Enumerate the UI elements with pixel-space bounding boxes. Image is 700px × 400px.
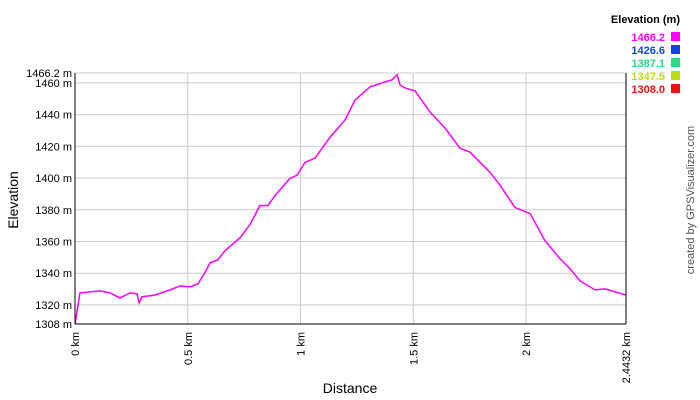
legend-label: 1387.1 [631,58,665,70]
y-tick-label: 1420 m [35,141,72,153]
legend-swatch [671,71,680,80]
y-tick-label: 1460 m [35,78,72,90]
legend-label: 1426.6 [631,45,665,57]
legend-label: 1347.5 [631,71,665,83]
x-tick-label: 0 km [70,332,82,356]
x-tick-label: 2.4432 km [621,332,633,383]
legend-title: Elevation (m) [611,14,680,26]
credit: created by GPSVisualizer.com [685,126,697,274]
y-tick-label: 1340 m [35,268,72,280]
y-tick-label: 1360 m [35,236,72,248]
legend-swatch [671,84,680,93]
y-axis-label: Elevation [5,171,21,229]
y-tick-label: 1440 m [35,110,72,122]
legend-label: 1308.0 [631,84,665,96]
legend-label: 1466.2 [631,32,665,44]
legend-swatch [671,45,680,54]
legend-swatch [671,32,680,41]
x-tick-label: 2 km [521,332,533,356]
x-axis-label: Distance [323,380,378,396]
x-tick-label: 1.5 km [408,332,420,365]
y-tick-label: 1466.2 m [26,68,72,80]
elevation-line [74,73,627,325]
y-tick-label: 1400 m [35,173,72,185]
y-tick-label: 1380 m [35,205,72,217]
x-tick-label: 0.5 km [183,332,195,365]
y-tick-label: 1308 m [35,319,72,331]
x-tick-label: 1 km [296,332,308,356]
y-tick-label: 1320 m [35,300,72,312]
legend-swatch [671,58,680,67]
